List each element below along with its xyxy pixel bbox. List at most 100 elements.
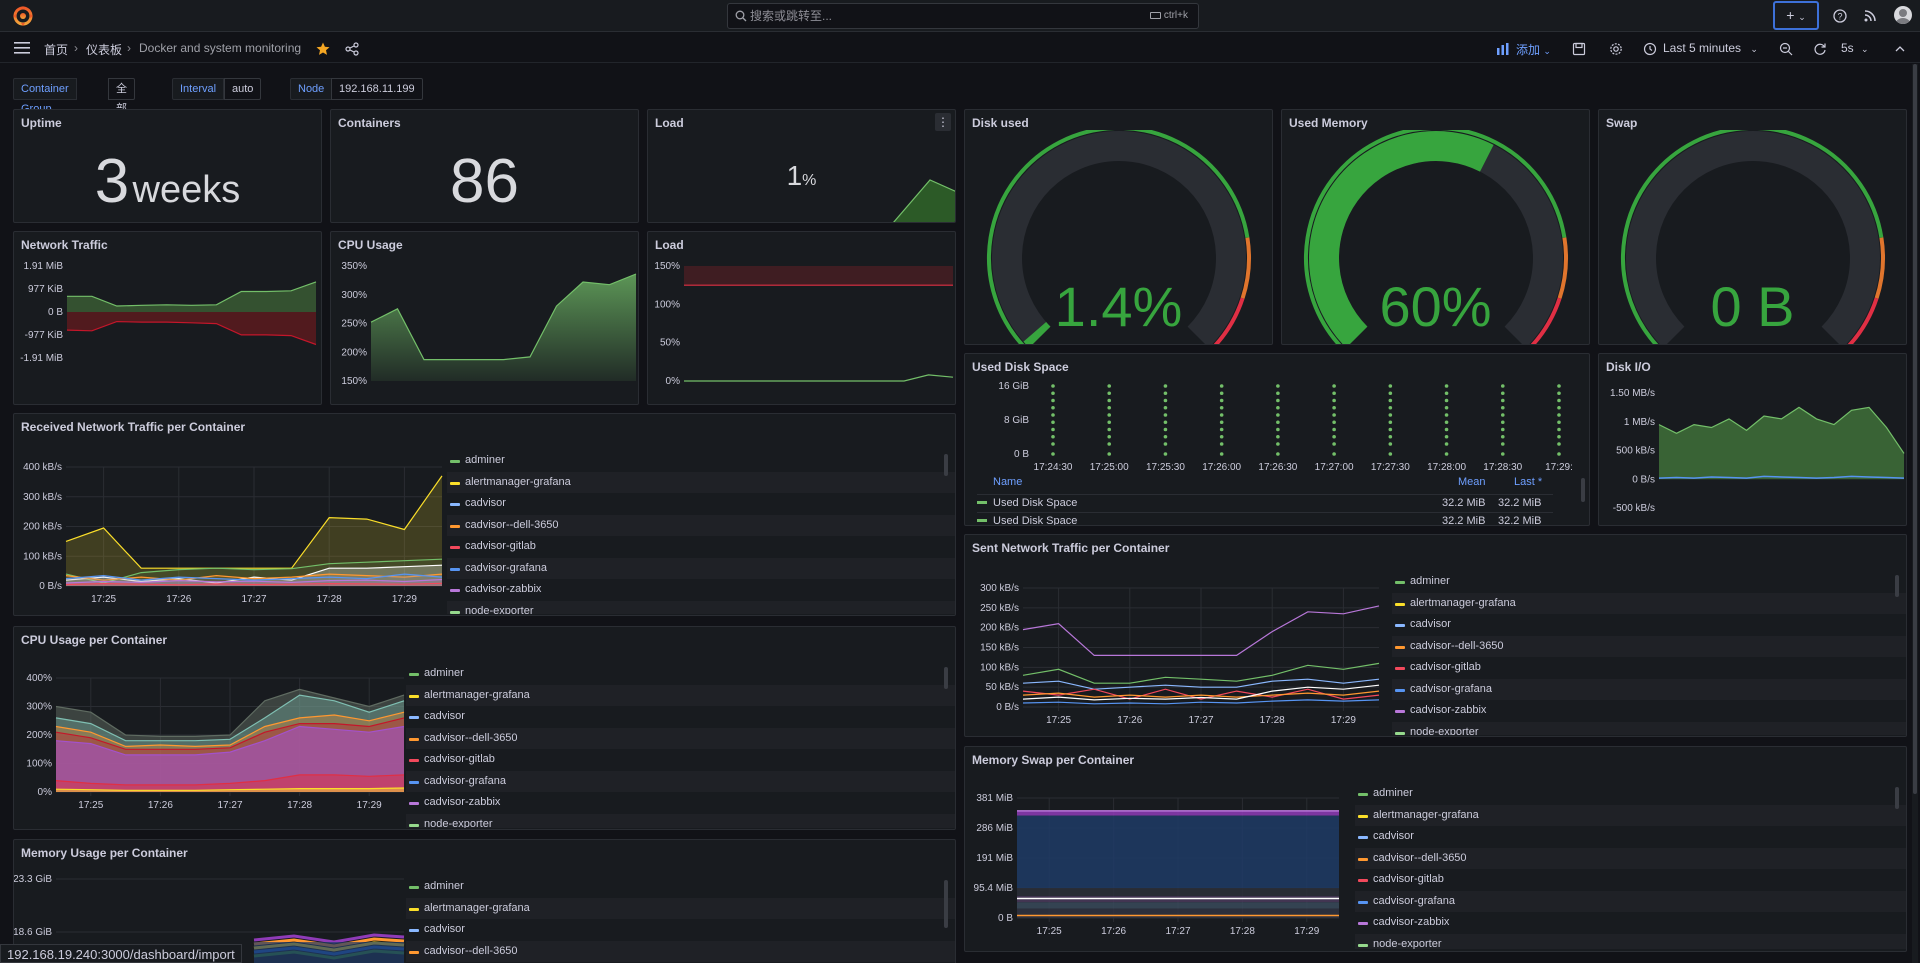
legend-item[interactable]: alertmanager-grafana	[447, 471, 955, 493]
help-icon[interactable]: ?	[1832, 8, 1848, 24]
panel-memory-swap-per-container[interactable]: Memory Swap per Container 381 MiB 286 MiB…	[964, 746, 1907, 952]
panel-menu-icon[interactable]: ⋮	[935, 113, 951, 131]
legend-item[interactable]: node-exporter	[1355, 933, 1906, 949]
column-header-name[interactable]: Name	[993, 476, 1023, 488]
legend-item[interactable]: adminer	[1355, 783, 1906, 805]
add-button[interactable]: 添加 ⌄	[1516, 41, 1551, 58]
scrollbar[interactable]	[1895, 787, 1899, 809]
page-scrollbar-track[interactable]	[1912, 64, 1918, 963]
table-row[interactable]: Used Disk Space 32.2 MiB 32.2 MiB	[977, 494, 1553, 512]
interval-select[interactable]: auto ⌄	[224, 78, 262, 114]
legend-item[interactable]: adminer	[447, 450, 955, 472]
panel-containers[interactable]: Containers 86	[330, 109, 639, 223]
breadcrumb-separator: ›	[127, 41, 131, 55]
legend-item[interactable]: cadvisor--dell-3650	[406, 940, 955, 962]
settings-gear-icon[interactable]	[1609, 42, 1623, 56]
refresh-interval-picker[interactable]: 5s ⌄	[1841, 41, 1869, 55]
panel-sent-network-per-container[interactable]: Sent Network Traffic per Container 300 k…	[964, 534, 1907, 737]
grafana-logo-icon[interactable]	[12, 5, 34, 27]
legend-item[interactable]: node-exporter	[406, 813, 955, 828]
share-icon[interactable]	[345, 42, 359, 56]
legend-item[interactable]: cadvisor-gitlab	[447, 536, 955, 558]
breadcrumb-dashboards[interactable]: 仪表板	[86, 43, 123, 57]
gauge-threshold-orange	[1557, 237, 1568, 299]
legend-item[interactable]: cadvisor	[447, 493, 955, 515]
legend-item[interactable]: alertmanager-grafana	[406, 897, 955, 919]
legend-item[interactable]: cadvisor	[406, 919, 955, 941]
legend-item[interactable]: node-exporter	[1392, 721, 1906, 735]
y-tick-label: -977 KiB	[25, 330, 64, 341]
rss-news-icon[interactable]	[1862, 8, 1878, 24]
legend-item[interactable]: cadvisor-zabbix	[447, 579, 955, 601]
refresh-icon[interactable]	[1813, 42, 1827, 56]
menu-icon[interactable]	[14, 41, 30, 55]
user-avatar[interactable]	[1894, 6, 1912, 24]
legend-item[interactable]: alertmanager-grafana	[1392, 592, 1906, 614]
legend-item[interactable]: adminer	[1392, 571, 1906, 593]
legend-item[interactable]: cadvisor-gitlab	[1392, 657, 1906, 679]
save-dashboard-icon[interactable]	[1572, 42, 1586, 56]
table-row[interactable]: Used Disk Space 32.2 MiB 32.2 MiB	[977, 512, 1553, 525]
area-series-1	[66, 559, 442, 586]
legend-item[interactable]: alertmanager-grafana	[406, 684, 955, 706]
legend-item[interactable]: alertmanager-grafana	[1355, 804, 1906, 826]
column-header-mean[interactable]: Mean	[1458, 476, 1486, 488]
panel-used-disk-space[interactable]: Used Disk Space 16 GiB 8 GiB 0 B 17:24:30 17…	[964, 353, 1590, 526]
panel-load-stat[interactable]: Load ⋮ 1%	[647, 109, 956, 223]
legend-item[interactable]: cadvisor-grafana	[447, 557, 955, 579]
legend-item[interactable]: node-exporter	[447, 600, 955, 614]
legend-item[interactable]: cadvisor-grafana	[1392, 678, 1906, 700]
time-range-picker[interactable]: Last 5 minutes ⌄	[1663, 41, 1758, 55]
scrollbar[interactable]	[1895, 575, 1899, 597]
legend-item[interactable]: cadvisor	[406, 706, 955, 728]
new-button[interactable]: + ⌄	[1773, 1, 1819, 30]
legend-item[interactable]: cadvisor-zabbix	[406, 792, 955, 814]
data-point	[1219, 405, 1224, 410]
panel-swap[interactable]: Swap 0 B	[1598, 109, 1907, 345]
chevron-down-icon: ⌄	[1543, 46, 1551, 56]
legend-item[interactable]: cadvisor-grafana	[1355, 890, 1906, 912]
x-tick-label: 17:29:	[1545, 462, 1573, 473]
panel-cpu-usage[interactable]: CPU Usage 350% 300% 250% 200% 150%	[330, 231, 639, 405]
panel-disk-io[interactable]: Disk I/O 1.50 MB/s 1 MB/s 500 kB/s 0 B/s -50…	[1598, 353, 1907, 526]
scrollbar[interactable]	[944, 454, 948, 476]
column-header-last[interactable]: Last *	[1514, 476, 1543, 488]
legend-item[interactable]: cadvisor-grafana	[406, 770, 955, 792]
panel-disk-used[interactable]: Disk used 1.4%	[964, 109, 1273, 345]
scrollbar[interactable]	[1581, 478, 1585, 502]
star-favorite-icon[interactable]	[316, 42, 330, 56]
legend-item[interactable]: cadvisor	[1392, 614, 1906, 636]
breadcrumb-home[interactable]: 首页	[44, 43, 69, 57]
legend-item[interactable]: cadvisor--dell-3650	[1392, 635, 1906, 657]
legend-item[interactable]: cadvisor-zabbix	[1392, 700, 1906, 722]
legend-label: adminer	[1373, 787, 1413, 799]
search-input[interactable]: 搜索或跳转至... ctrl+k	[727, 3, 1199, 29]
line-series-0	[65, 475, 443, 569]
legend-item[interactable]: cadvisor--dell-3650	[447, 514, 955, 536]
legend-item[interactable]: cadvisor	[1355, 826, 1906, 848]
legend-item[interactable]: adminer	[406, 876, 955, 898]
panel-network-traffic[interactable]: Network Traffic 1.91 MiB 977 KiB 0 B -977 K…	[13, 231, 322, 405]
x-tick-label: 17:29	[357, 800, 382, 811]
area-series-4	[66, 574, 442, 586]
legend-item[interactable]: cadvisor--dell-3650	[1355, 847, 1906, 869]
panel-used-memory[interactable]: Used Memory 60%	[1281, 109, 1590, 345]
panel-memory-per-container[interactable]: Memory Usage per Container 23.3 GiB 18.6 …	[13, 839, 956, 963]
page-scrollbar-thumb[interactable]	[1913, 64, 1917, 794]
scrollbar[interactable]	[944, 667, 948, 689]
panel-received-network-per-container[interactable]: Received Network Traffic per Container 4…	[13, 413, 956, 616]
legend-swatch	[977, 501, 987, 504]
legend-item[interactable]: cadvisor--dell-3650	[406, 727, 955, 749]
panel-load-graph[interactable]: Load 150% 100% 50% 0%	[647, 231, 956, 405]
legend-item[interactable]: cadvisor-gitlab	[1355, 869, 1906, 891]
container-group-select[interactable]: 全部 ⌄	[108, 78, 135, 134]
scrollbar[interactable]	[944, 880, 948, 928]
legend-item[interactable]: cadvisor-zabbix	[1355, 912, 1906, 934]
legend-item[interactable]: cadvisor-gitlab	[406, 749, 955, 771]
legend-item[interactable]: adminer	[406, 663, 955, 685]
zoom-out-icon[interactable]	[1779, 42, 1793, 56]
node-select[interactable]: 192.168.11.199 ⌄	[331, 78, 423, 114]
collapse-chevron-up-icon[interactable]	[1893, 42, 1907, 56]
panel-cpu-per-container[interactable]: CPU Usage per Container 400% 300% 200% 100%…	[13, 626, 956, 830]
panel-uptime[interactable]: Uptime 3 weeks	[13, 109, 322, 223]
